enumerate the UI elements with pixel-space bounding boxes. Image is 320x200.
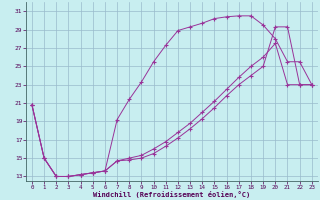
X-axis label: Windchill (Refroidissement éolien,°C): Windchill (Refroidissement éolien,°C) bbox=[93, 191, 251, 198]
